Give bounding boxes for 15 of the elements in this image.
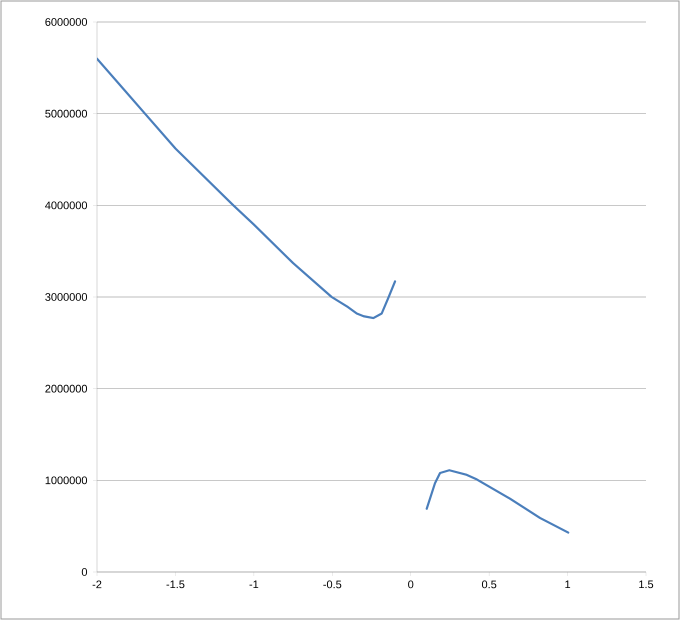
y-tick-label: 2000000	[45, 384, 88, 393]
y-tick-label: 0	[82, 568, 88, 576]
y-tick-label: 5000000	[45, 110, 88, 118]
y-tick-label: 1000000	[46, 476, 88, 484]
x-tick-label: 1.5	[639, 580, 654, 588]
y-tick-label: 6000000	[45, 18, 88, 26]
y-tick-label: 3000000	[45, 293, 88, 301]
x-tick-label: -1.5	[166, 580, 184, 588]
x-tick-label: -2	[92, 580, 102, 588]
x-tick-label: 1	[565, 580, 570, 588]
x-tick-label: -1	[249, 580, 258, 588]
x-tick-label: -0.5	[323, 580, 342, 588]
y-tick-label: 4000000	[45, 201, 88, 210]
x-tick-label: 0.5	[482, 580, 496, 588]
x-tick-label: 0	[408, 580, 414, 588]
